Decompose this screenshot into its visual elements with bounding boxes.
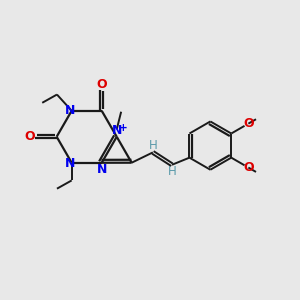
Text: H: H bbox=[148, 140, 157, 152]
Text: N: N bbox=[65, 157, 75, 170]
Text: N: N bbox=[97, 163, 107, 176]
Text: O: O bbox=[96, 78, 107, 91]
Text: N: N bbox=[65, 104, 75, 117]
Text: N: N bbox=[112, 124, 122, 137]
Text: O: O bbox=[244, 117, 254, 130]
Text: O: O bbox=[244, 161, 254, 174]
Text: O: O bbox=[24, 130, 35, 143]
Text: +: + bbox=[119, 123, 128, 133]
Text: H: H bbox=[168, 165, 176, 178]
